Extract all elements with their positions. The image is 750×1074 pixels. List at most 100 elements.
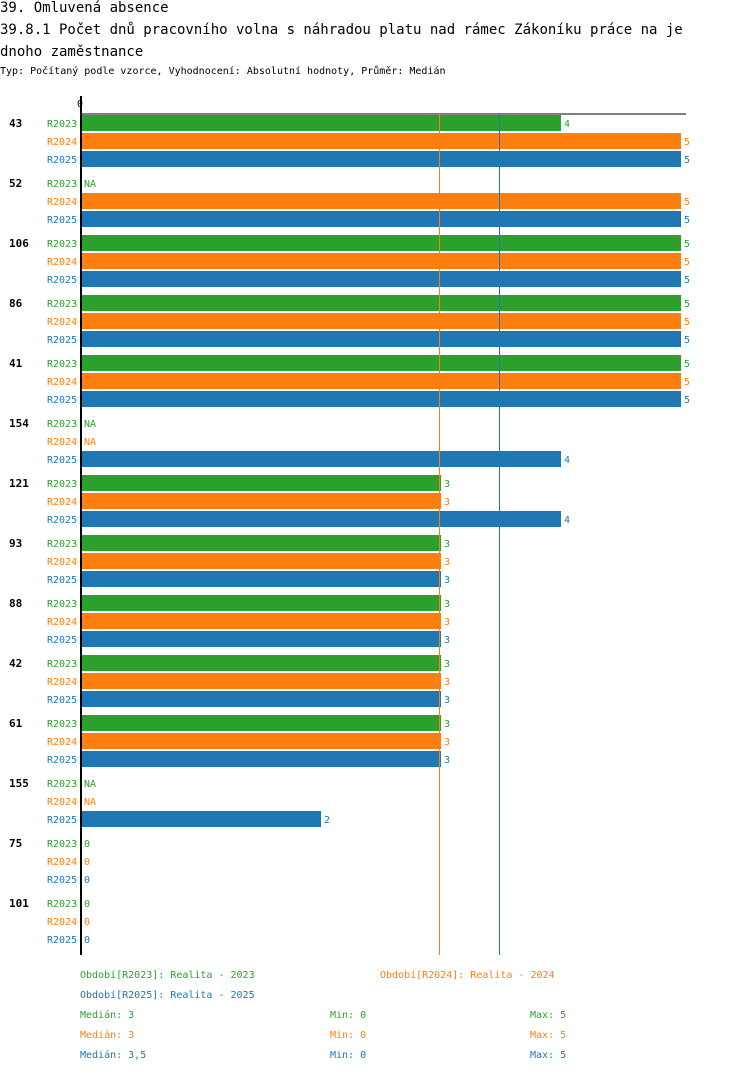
series-label: R2024 xyxy=(47,437,77,448)
value-label: 3 xyxy=(444,575,450,586)
bar xyxy=(81,511,561,527)
na-label: NA xyxy=(84,779,96,790)
value-label: 4 xyxy=(564,455,570,466)
legend-r2024: Období[R2024]: Realita - 2024 xyxy=(380,970,555,981)
series-label: R2024 xyxy=(47,797,77,808)
stat-median-r2024: Medián: 3 xyxy=(80,1030,135,1041)
category-label: 43 xyxy=(9,117,22,130)
stat-max-r2023: Max: 5 xyxy=(530,1010,567,1021)
category-label: 88 xyxy=(9,597,22,610)
value-label: 3 xyxy=(444,755,450,766)
bar xyxy=(81,115,561,131)
bar xyxy=(81,631,441,647)
bar xyxy=(81,313,681,329)
bar xyxy=(81,151,681,167)
series-label: R2023 xyxy=(47,839,77,850)
category-label: 121 xyxy=(9,477,29,490)
value-label: 5 xyxy=(684,359,690,370)
value-label: 5 xyxy=(684,335,690,346)
series-label: R2024 xyxy=(47,497,77,508)
value-label: 4 xyxy=(564,119,570,130)
series-label: R2025 xyxy=(47,815,77,826)
category-label: 42 xyxy=(9,657,22,670)
series-label: R2024 xyxy=(47,857,77,868)
value-label: 3 xyxy=(444,599,450,610)
na-label: NA xyxy=(84,419,96,430)
value-label: 5 xyxy=(684,197,690,208)
bar xyxy=(81,373,681,389)
series-label: R2025 xyxy=(47,575,77,586)
value-label: 5 xyxy=(684,215,690,226)
series-label: R2025 xyxy=(47,635,77,646)
bar xyxy=(81,211,681,227)
bar xyxy=(81,751,441,767)
stat-min-r2025: Min: 0 xyxy=(330,1050,367,1061)
category-label: 61 xyxy=(9,717,23,730)
category-label: 155 xyxy=(9,777,29,790)
series-label: R2023 xyxy=(47,719,77,730)
category-label: 75 xyxy=(9,837,22,850)
series-label: R2023 xyxy=(47,179,77,190)
series-label: R2023 xyxy=(47,899,77,910)
series-label: R2025 xyxy=(47,455,77,466)
value-label: 3 xyxy=(444,557,450,568)
bar xyxy=(81,253,681,269)
bar xyxy=(81,595,441,611)
value-label: 5 xyxy=(684,377,690,388)
series-label: R2024 xyxy=(47,377,77,388)
value-label: 0 xyxy=(84,917,90,928)
bar xyxy=(81,235,681,251)
value-label: 5 xyxy=(684,257,690,268)
value-label: 0 xyxy=(84,839,90,850)
bar xyxy=(81,733,441,749)
series-label: R2024 xyxy=(47,557,77,568)
category-label: 154 xyxy=(9,417,29,430)
series-label: R2025 xyxy=(47,155,77,166)
value-label: 5 xyxy=(684,137,690,148)
series-label: R2025 xyxy=(47,275,77,286)
chart-title-line-2: 39.8.1 Počet dnů pracovního volna s náhr… xyxy=(0,22,683,38)
series-label: R2023 xyxy=(47,419,77,430)
series-label: R2023 xyxy=(47,479,77,490)
series-label: R2024 xyxy=(47,257,77,268)
value-label: 3 xyxy=(444,635,450,646)
value-label: 3 xyxy=(444,737,450,748)
value-label: 4 xyxy=(564,515,570,526)
series-label: R2023 xyxy=(47,119,77,130)
value-label: 3 xyxy=(444,479,450,490)
bar xyxy=(81,655,441,671)
na-label: NA xyxy=(84,179,96,190)
legend-r2023: Období[R2023]: Realita - 2023 xyxy=(80,970,255,981)
stat-min-r2024: Min: 0 xyxy=(330,1030,367,1041)
chart-title-line-1: 39. Omluvená absence xyxy=(0,0,169,16)
bar xyxy=(81,715,441,731)
stat-median-r2023: Medián: 3 xyxy=(80,1010,135,1021)
value-label: 5 xyxy=(684,299,690,310)
value-label: 3 xyxy=(444,719,450,730)
series-label: R2024 xyxy=(47,677,77,688)
series-label: R2024 xyxy=(47,617,77,628)
bar xyxy=(81,391,681,407)
category-label: 86 xyxy=(9,297,23,310)
na-label: NA xyxy=(84,797,96,808)
stat-min-r2023: Min: 0 xyxy=(330,1010,367,1021)
series-label: R2025 xyxy=(47,875,77,886)
bar xyxy=(81,535,441,551)
value-label: 0 xyxy=(84,875,90,886)
bar xyxy=(81,691,441,707)
series-label: R2025 xyxy=(47,335,77,346)
stat-max-r2025: Max: 5 xyxy=(530,1050,567,1061)
series-label: R2023 xyxy=(47,299,77,310)
bar xyxy=(81,133,681,149)
series-label: R2023 xyxy=(47,659,77,670)
bar xyxy=(81,811,321,827)
bar xyxy=(81,331,681,347)
bar xyxy=(81,295,681,311)
value-label: 3 xyxy=(444,695,450,706)
series-label: R2025 xyxy=(47,695,77,706)
stat-median-r2025: Medián: 3,5 xyxy=(80,1050,147,1061)
series-label: R2025 xyxy=(47,395,77,406)
value-label: 5 xyxy=(684,395,690,406)
bar xyxy=(81,493,441,509)
bar xyxy=(81,553,441,569)
